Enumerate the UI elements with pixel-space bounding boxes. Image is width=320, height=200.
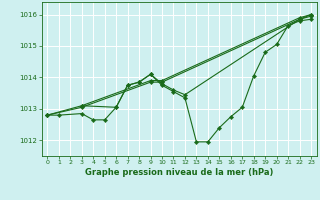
X-axis label: Graphe pression niveau de la mer (hPa): Graphe pression niveau de la mer (hPa)	[85, 168, 273, 177]
